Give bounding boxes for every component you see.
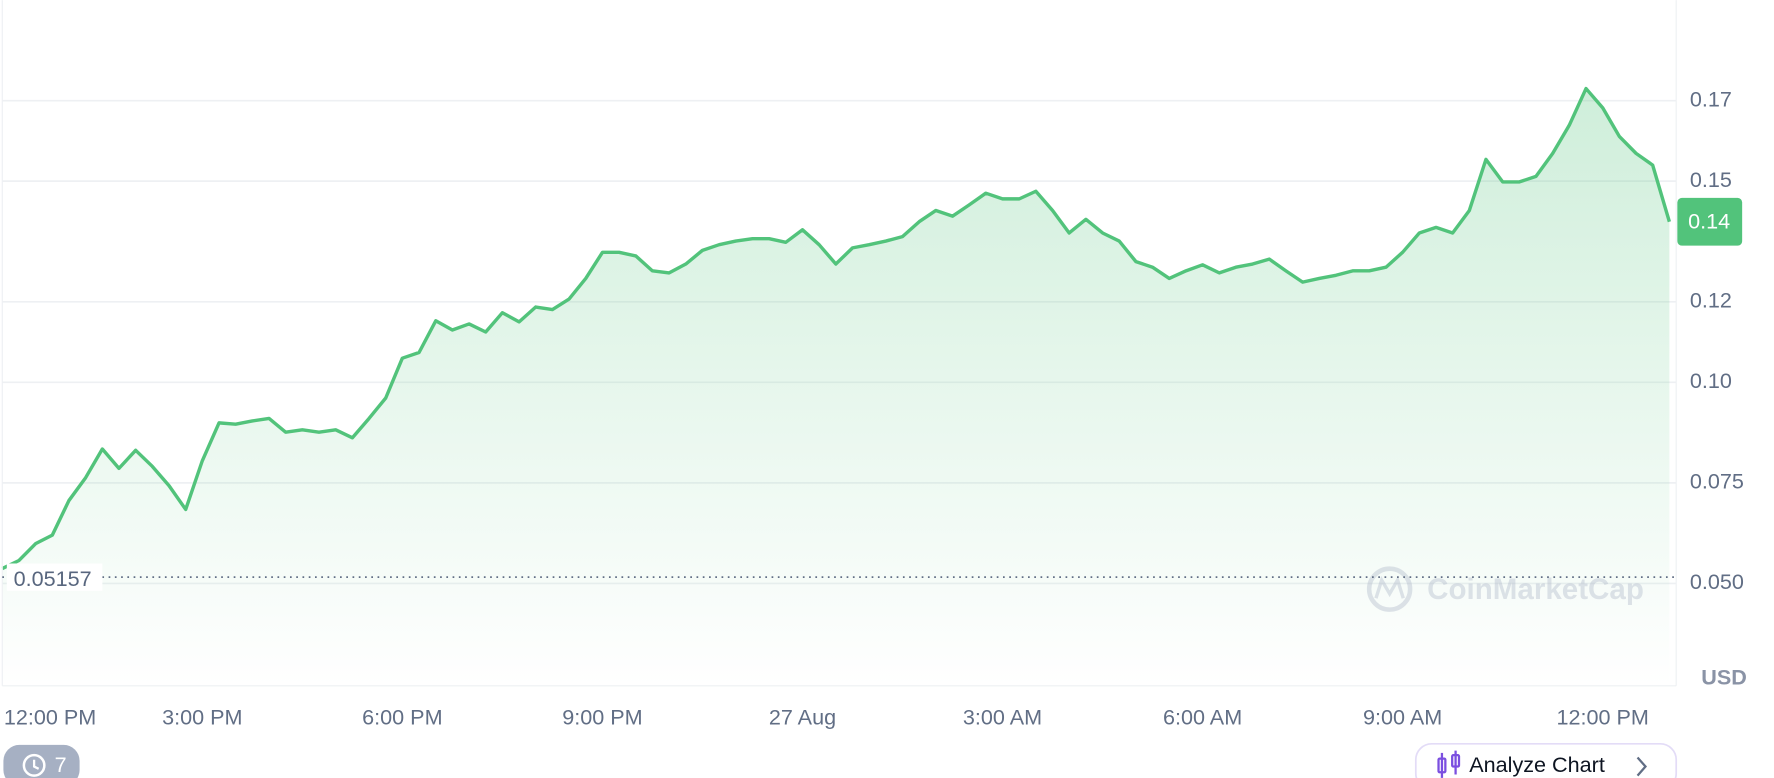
y-tick-label: 0.10	[1690, 368, 1732, 393]
reference-label-bg	[6, 563, 103, 591]
current-price-tag	[1677, 197, 1743, 246]
area-fill	[2, 88, 1670, 686]
analyze-button-label[interactable]: Analyze Chart	[1469, 752, 1605, 777]
y-tick-label: 0.15	[1690, 167, 1732, 192]
x-tick-label: 6:00 PM	[362, 704, 442, 729]
y-tick-label: 0.17	[1690, 86, 1732, 111]
history-badge[interactable]: 7	[3, 744, 80, 778]
plot	[1, 86, 1672, 686]
analyze-icon	[1437, 750, 1461, 778]
history-badge-bg[interactable]	[3, 744, 80, 778]
y-tick-label: 0.075	[1690, 469, 1744, 494]
reference-label: 0.05157	[14, 566, 92, 591]
history-icon-hands	[32, 759, 40, 770]
chevron	[1636, 756, 1648, 777]
watermark: CoinMarketCap	[1366, 566, 1644, 612]
watermark-text: CoinMarketCap	[1427, 573, 1644, 606]
x-tick-label: 3:00 AM	[963, 704, 1042, 729]
y-tick-label: 0.12	[1690, 288, 1732, 313]
analyze-button[interactable]: Analyze Chart	[1414, 742, 1678, 778]
y-tick-label: 0.050	[1690, 569, 1744, 594]
x-tick-label: 12:00 PM	[4, 704, 96, 729]
current-price-label: 0.14	[1688, 209, 1730, 234]
history-count: 7	[55, 752, 67, 777]
x-tick-label: 3:00 PM	[162, 704, 242, 729]
history-icon	[22, 753, 46, 777]
x-tick-label: 9:00 PM	[562, 704, 642, 729]
x-tick-label: 27 Aug	[769, 704, 836, 729]
x-tick-label: 12:00 PM	[1556, 704, 1648, 729]
price-line	[1, 86, 1672, 571]
analyze-button-bg[interactable]	[1414, 742, 1678, 778]
x-tick-label: 9:00 AM	[1363, 704, 1442, 729]
currency-label: USD	[1701, 665, 1747, 690]
x-tick-label: 6:00 AM	[1163, 704, 1242, 729]
